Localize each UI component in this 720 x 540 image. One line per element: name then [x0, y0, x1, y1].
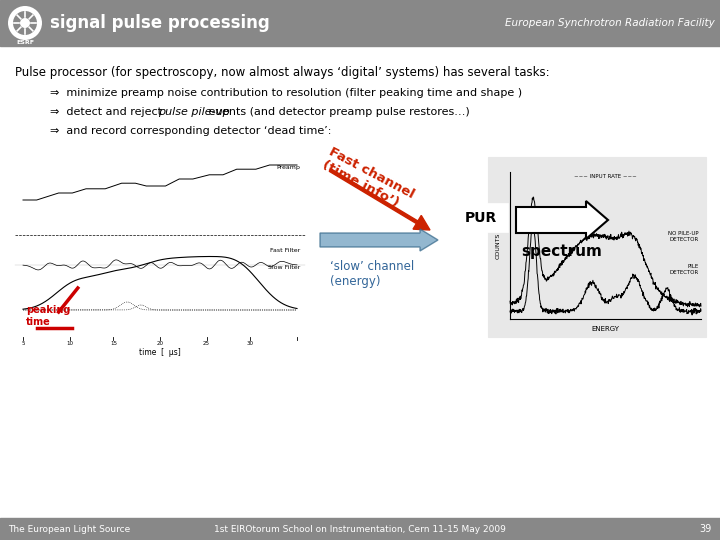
Text: ENERGY: ENERGY	[592, 326, 619, 332]
Text: events (and detector preamp pulse restores…): events (and detector preamp pulse restor…	[205, 107, 469, 117]
Text: 39: 39	[700, 524, 712, 534]
Text: Fast channel
(time info’): Fast channel (time info’)	[320, 145, 417, 214]
Bar	[0, 0, 720, 46]
Bar	[488, 157, 706, 337]
Text: 1st EIROtorum School on Instrumentation, Cern 11-15 May 2009: 1st EIROtorum School on Instrumentation,…	[214, 524, 506, 534]
Text: The European Light Source: The European Light Source	[8, 524, 130, 534]
Text: PILE
DETECTOR: PILE DETECTOR	[670, 264, 699, 275]
Circle shape	[20, 18, 30, 28]
Text: ⇒  minimize preamp noise contribution to resolution (filter peaking time and sha: ⇒ minimize preamp noise contribution to …	[50, 88, 522, 98]
Text: 20: 20	[156, 341, 163, 346]
Text: peaking
time: peaking time	[26, 305, 70, 327]
Text: COUNTS: COUNTS	[495, 232, 500, 259]
FancyArrow shape	[329, 168, 430, 230]
Bar	[0, 518, 720, 540]
Bar	[15, 165, 305, 340]
FancyArrow shape	[516, 201, 608, 239]
Text: ESRF: ESRF	[16, 40, 34, 45]
Bar	[453, 204, 508, 232]
Text: ⇒  and record corresponding detector ‘dead time’:: ⇒ and record corresponding detector ‘dea…	[50, 126, 331, 136]
Text: ⇒  detect and reject: ⇒ detect and reject	[50, 107, 166, 117]
Text: Preamp: Preamp	[276, 165, 300, 170]
Text: PUR: PUR	[464, 211, 497, 225]
Circle shape	[13, 11, 37, 35]
Text: 15: 15	[110, 341, 117, 346]
Text: ‘slow’ channel
(energy): ‘slow’ channel (energy)	[330, 260, 414, 288]
Text: 5: 5	[22, 341, 24, 346]
Text: spectrum: spectrum	[521, 244, 603, 259]
Text: NO PILE-UP
DETECTOR: NO PILE-UP DETECTOR	[668, 231, 699, 242]
Text: Fast Filter: Fast Filter	[270, 248, 300, 253]
Text: 10: 10	[66, 341, 73, 346]
Circle shape	[8, 6, 42, 40]
Text: ~~~ INPUT RATE ~~~: ~~~ INPUT RATE ~~~	[574, 174, 637, 179]
Text: 30: 30	[247, 341, 254, 346]
Text: Slow Filter: Slow Filter	[268, 265, 300, 270]
Text: time  [  µs]: time [ µs]	[139, 348, 181, 357]
Text: 25: 25	[203, 341, 210, 346]
Text: pulse pile-up: pulse pile-up	[158, 107, 230, 117]
Text: European Synchrotron Radiation Facility: European Synchrotron Radiation Facility	[505, 18, 715, 28]
Text: Pulse processor (for spectroscopy, now almost always ‘digital’ systems) has seve: Pulse processor (for spectroscopy, now a…	[15, 66, 549, 79]
FancyArrow shape	[320, 229, 438, 251]
Text: signal pulse processing: signal pulse processing	[50, 14, 270, 32]
